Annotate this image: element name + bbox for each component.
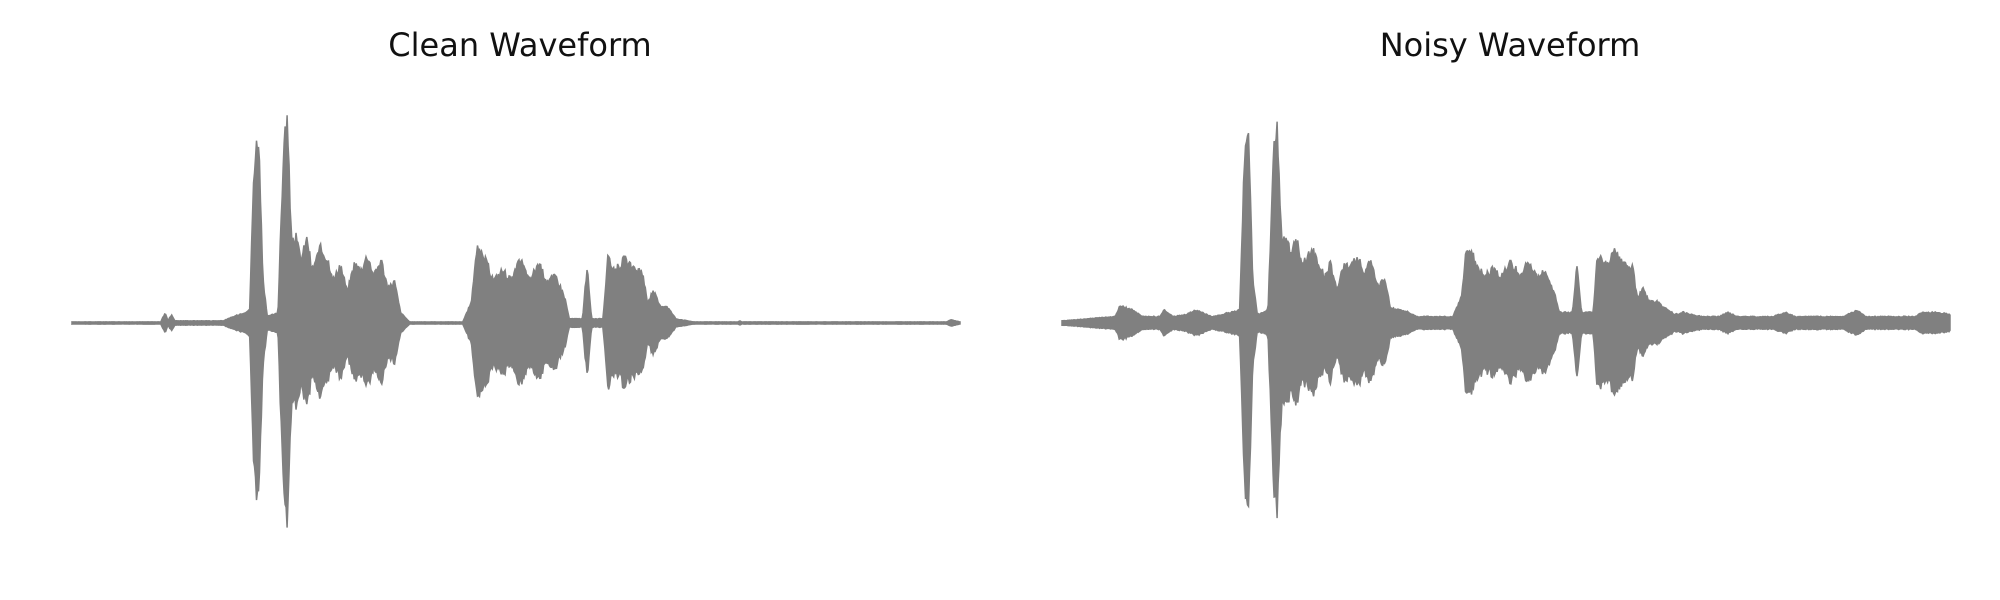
noisy-waveform-plot <box>1061 121 1951 519</box>
waveform-series <box>1061 121 1951 519</box>
noisy-waveform-panel: Noisy Waveform <box>1030 0 1990 600</box>
noisy-waveform-title: Noisy Waveform <box>1379 26 1641 64</box>
clean-waveform-plot <box>71 115 961 528</box>
waveform-series <box>71 115 961 528</box>
clean-waveform-title: Clean Waveform <box>388 26 652 64</box>
clean-waveform-panel: Clean Waveform <box>40 0 1000 600</box>
